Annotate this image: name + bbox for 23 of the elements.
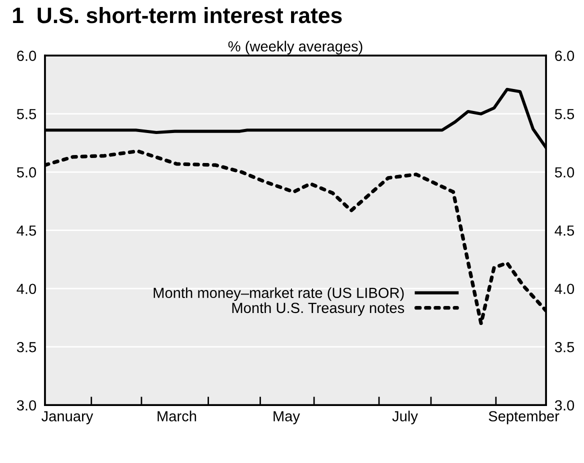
- y2-tick-label: 4.5: [554, 226, 574, 236]
- y-tick-label: 4.0: [16, 284, 36, 294]
- y-tick-label: 6.0: [17, 50, 36, 61]
- y-tick-label: 5.0: [16, 167, 36, 178]
- y-tick-label: 4.5: [16, 226, 36, 236]
- legend-label: Month U.S. Treasury notes: [232, 302, 404, 316]
- y-tick-label: 3.5: [16, 342, 36, 352]
- x-tick-label: September: [488, 410, 560, 424]
- y-axis-title: % (weekly averages): [228, 40, 362, 54]
- y2-tick-label: 5.5: [554, 109, 574, 120]
- y2-tick-label: 3.5: [554, 342, 574, 352]
- y2-tick-label: 5.0: [554, 167, 574, 178]
- x-tick-label: May: [274, 411, 300, 424]
- legend-label: Month money–market rate (US LIBOR): [154, 287, 404, 301]
- chart-title: 1 U.S. short-term interest rates: [13, 6, 342, 24]
- y2-tick-label: 4.0: [554, 284, 574, 294]
- y-tick-label: 3.0: [16, 400, 36, 411]
- x-tick-label: March: [158, 410, 196, 422]
- x-tick-label: January: [42, 411, 94, 424]
- x-tick-label: July: [392, 410, 418, 424]
- y2-tick-label: 6.0: [555, 50, 574, 61]
- y2-tick-label: 3.0: [554, 400, 574, 411]
- y-tick-label: 5.5: [16, 109, 36, 120]
